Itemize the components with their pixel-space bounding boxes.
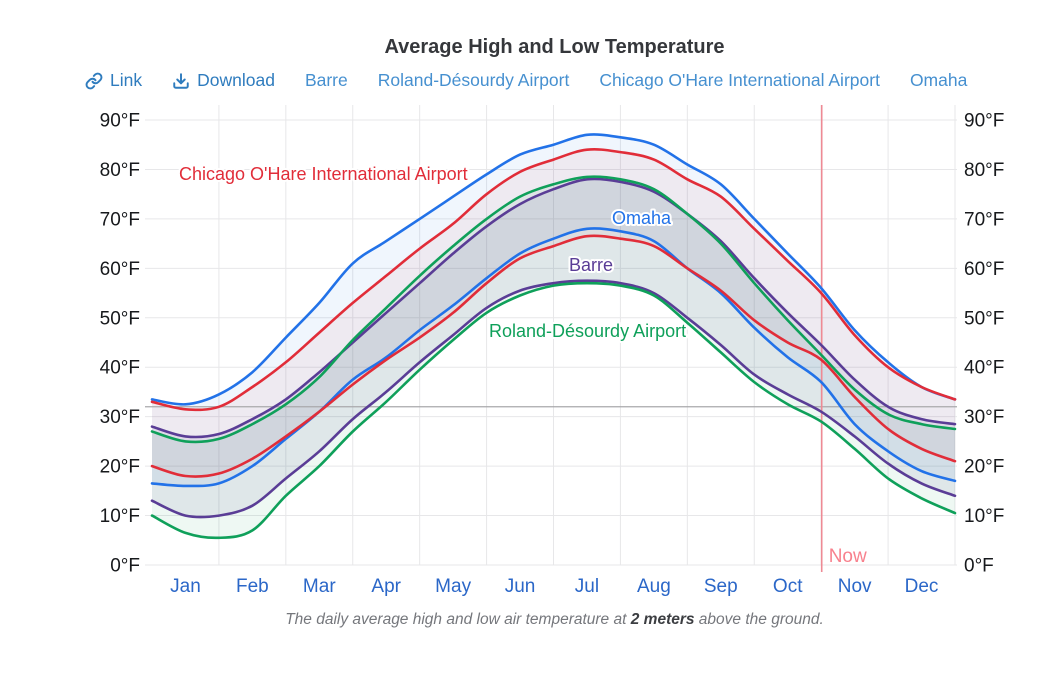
y-tick-label-left: 70°F (100, 209, 140, 230)
roland-high-line (150, 175, 957, 444)
chicago-low-line (150, 234, 957, 478)
y-tick-label-left: 30°F (100, 407, 140, 428)
y-tick-label-right: 10°F (964, 506, 1004, 527)
download-button[interactable]: Download (172, 70, 275, 91)
page-title: Average High and Low Temperature (384, 36, 725, 58)
month-label: Oct (773, 576, 803, 597)
y-tick-label-right: 60°F (964, 259, 1004, 280)
month-label: Sep (704, 576, 738, 597)
download-button-label: Download (197, 70, 275, 90)
y-tick-label-left: 80°F (100, 160, 140, 181)
y-tick-label-left: 40°F (100, 358, 140, 379)
location-link-barre[interactable]: Barre (304, 70, 348, 90)
y-tick-label-right: 70°F (964, 209, 1004, 230)
omaha-low-line (150, 227, 957, 488)
y-tick-label-right: 40°F (964, 358, 1004, 379)
link-button-label: Link (110, 70, 143, 90)
y-tick-label-left: 90°F (100, 111, 140, 132)
location-link-chicago-ohare[interactable]: Chicago O'Hare International Airport (599, 70, 880, 90)
chicago-high-line (150, 148, 957, 412)
y-tick-label-left: 0°F (110, 556, 140, 577)
series-label: Chicago O'Hare International Airport (179, 164, 468, 184)
barre-low-line (150, 279, 957, 519)
y-tick-label-left: 10°F (100, 506, 140, 527)
month-label: Jan (170, 576, 201, 597)
y-tick-label-left: 60°F (100, 259, 140, 280)
location-link-omaha[interactable]: Omaha (909, 70, 968, 90)
chart-caption: The daily average high and low air tempe… (285, 611, 824, 628)
month-label: Jul (575, 576, 599, 597)
location-link-roland-desourdy[interactable]: Roland-Désourdy Airport (377, 70, 570, 90)
y-tick-label-right: 30°F (964, 407, 1004, 428)
band-chicago (152, 149, 955, 477)
y-tick-label-right: 50°F (964, 308, 1004, 329)
now-label: Now (829, 546, 867, 567)
toolbar: Link Download Barre Roland-Désourdy Airp… (85, 70, 1029, 91)
month-label: Aug (637, 576, 671, 597)
month-label: Mar (303, 576, 336, 597)
month-label: Jun (505, 576, 536, 597)
series-label: Omaha (612, 208, 672, 228)
temperature-chart[interactable]: Now Omaha Chicago O'Hare International Air… (0, 100, 1049, 605)
download-icon (172, 72, 190, 90)
y-tick-label-right: 0°F (964, 556, 994, 577)
band-omaha (152, 134, 955, 486)
series-label: Barre (569, 255, 613, 275)
roland-low-line (150, 281, 957, 540)
link-button[interactable]: Link (85, 70, 142, 91)
month-label: May (435, 576, 471, 597)
y-tick-label-left: 20°F (100, 457, 140, 478)
y-tick-label-left: 50°F (100, 308, 140, 329)
omaha-high-line (150, 133, 957, 406)
barre-high-line (150, 177, 957, 439)
month-label: Apr (371, 576, 401, 597)
y-tick-label-right: 90°F (964, 111, 1004, 132)
month-label: Feb (236, 576, 269, 597)
y-tick-label-right: 20°F (964, 457, 1004, 478)
link-icon (85, 72, 103, 90)
series-label: Roland-Désourdy Airport (489, 321, 686, 341)
band-roland (152, 176, 955, 538)
month-label: Dec (905, 576, 939, 597)
month-label: Nov (838, 576, 872, 597)
y-tick-label-right: 80°F (964, 160, 1004, 181)
